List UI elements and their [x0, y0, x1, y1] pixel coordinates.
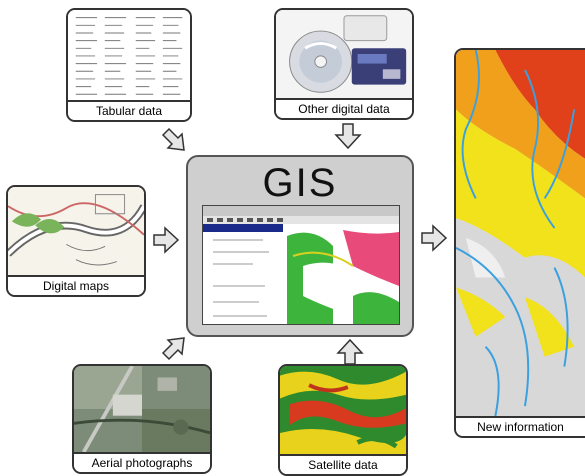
digital-maps-label: Digital maps	[8, 275, 144, 295]
tabular-data-label: Tabular data	[68, 100, 190, 120]
result-map-image	[456, 50, 585, 416]
digital-maps-card: Digital maps	[6, 185, 146, 297]
arrow-from-aerial-photographs	[160, 334, 188, 362]
new-information-label: New information	[456, 416, 585, 436]
satellite-image	[280, 366, 406, 454]
tabular-data-card: Tabular data	[66, 8, 192, 122]
other-digital-data-label: Other digital data	[276, 98, 412, 118]
arrow-from-digital-maps	[152, 226, 180, 254]
arrow-from-tabular-data	[160, 126, 188, 154]
gis-title: GIS	[262, 161, 338, 205]
cd-and-card-image	[276, 10, 412, 98]
new-information-card: New information	[454, 48, 585, 438]
aerial-photographs-label: Aerial photographs	[74, 452, 210, 472]
topographic-map-image	[8, 187, 144, 275]
tabular-data-image	[68, 10, 190, 100]
gis-software-screenshot	[202, 205, 400, 325]
satellite-data-label: Satellite data	[280, 454, 406, 474]
arrow-to-new-information	[420, 224, 448, 252]
arrow-from-other-digital-data	[334, 122, 362, 150]
other-digital-data-card: Other digital data	[274, 8, 414, 120]
gis-panel: GIS	[186, 155, 414, 337]
aerial-photographs-card: Aerial photographs	[72, 364, 212, 474]
satellite-data-card: Satellite data	[278, 364, 408, 476]
arrow-from-satellite-data	[336, 338, 364, 366]
aerial-photo-image	[74, 366, 210, 452]
